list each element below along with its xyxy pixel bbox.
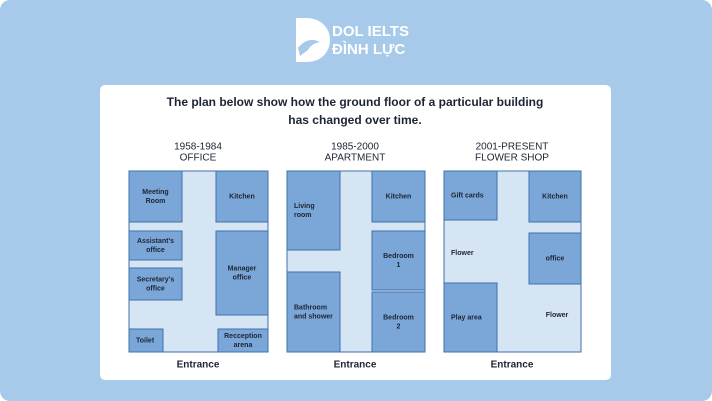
room-label: Manager office bbox=[228, 265, 257, 281]
room bbox=[286, 271, 341, 353]
room-label-line: Bathroom bbox=[294, 304, 327, 311]
entrance-label: Entrance bbox=[177, 360, 220, 371]
room bbox=[443, 282, 498, 353]
plan-name: OFFICE bbox=[180, 153, 217, 164]
room-label-line: office bbox=[546, 255, 565, 262]
title-line: has changed over time. bbox=[288, 113, 421, 127]
logo-line2: ĐÌNH LỰC bbox=[332, 41, 405, 58]
room-label-line: office bbox=[146, 247, 165, 254]
room-label-line: 1 bbox=[397, 262, 401, 269]
room bbox=[528, 232, 582, 285]
room-label: Play area bbox=[451, 314, 482, 321]
room-label-line: Bedroom bbox=[383, 253, 414, 260]
room bbox=[371, 230, 426, 291]
room-label-line: Room bbox=[146, 198, 166, 205]
room-label-line: Toilet bbox=[136, 337, 155, 344]
room bbox=[215, 230, 269, 316]
room bbox=[286, 170, 341, 251]
room-label: Kitchen bbox=[229, 193, 255, 200]
room-label-line: office bbox=[146, 285, 165, 292]
room-label: Kitchen bbox=[542, 193, 568, 200]
room bbox=[371, 170, 426, 223]
room-label-line: Meeting bbox=[142, 189, 168, 196]
room-label: Living room bbox=[294, 203, 315, 219]
room-label-line: and shower bbox=[294, 313, 333, 320]
room bbox=[128, 170, 183, 223]
title-line: The plan below show how the ground floor… bbox=[167, 95, 544, 109]
room-label-line: Secretary's bbox=[137, 276, 175, 283]
area-label: Flower bbox=[451, 250, 474, 257]
room-label: Secretary's office bbox=[137, 276, 175, 292]
room-label: office bbox=[546, 255, 565, 262]
room-label: Recception arena bbox=[224, 333, 262, 349]
room-label: Bedroom 2 bbox=[383, 314, 414, 330]
room-label: Kitchen bbox=[386, 193, 412, 200]
room-label: Bathroom and shower bbox=[294, 304, 333, 320]
plan-name: APARTMENT bbox=[325, 153, 386, 164]
plan-period: 2001-PRESENT bbox=[476, 142, 549, 153]
room bbox=[528, 170, 582, 223]
room-label: Toilet bbox=[136, 337, 155, 344]
logo-line1: DOL IELTS bbox=[332, 23, 409, 40]
room-label-line: Kitchen bbox=[229, 193, 255, 200]
room-label: Meeting Room bbox=[142, 189, 168, 205]
room-label-line: 2 bbox=[397, 323, 401, 330]
room-label-line: Gift cards bbox=[451, 192, 484, 199]
room bbox=[128, 230, 183, 261]
room-label: Gift cards bbox=[451, 192, 484, 199]
room bbox=[217, 328, 269, 353]
room-label-line: Kitchen bbox=[386, 193, 412, 200]
room-label-line: Recception bbox=[224, 333, 262, 340]
room bbox=[128, 267, 183, 301]
room-label-line: arena bbox=[234, 342, 253, 349]
room-label-line: Play area bbox=[451, 314, 482, 321]
room bbox=[443, 170, 498, 221]
area-label: Flower bbox=[546, 312, 569, 319]
logo-icon bbox=[296, 18, 330, 62]
entrance-label: Entrance bbox=[334, 360, 377, 371]
room-label-line: Living bbox=[294, 203, 315, 210]
room-label-line: Manager bbox=[228, 265, 257, 272]
plan-name: FLOWER SHOP bbox=[475, 153, 549, 164]
plan-period: 1958-1984 bbox=[174, 142, 222, 153]
room-label: Bedroom 1 bbox=[383, 253, 414, 269]
room-label-line: Assistant's bbox=[137, 238, 174, 245]
room-label-line: Bedroom bbox=[383, 314, 414, 321]
plan-period: 1985-2000 bbox=[331, 142, 379, 153]
area-label-line: Flower bbox=[451, 250, 474, 257]
room bbox=[215, 170, 269, 223]
room bbox=[128, 328, 164, 353]
entrance-label: Entrance bbox=[491, 360, 534, 371]
room-label: Assistant's office bbox=[137, 238, 174, 254]
room-label-line: Kitchen bbox=[542, 193, 568, 200]
room bbox=[371, 291, 426, 353]
area-label-line: Flower bbox=[546, 312, 569, 319]
room-label-line: office bbox=[233, 274, 252, 281]
room-label-line: room bbox=[294, 212, 312, 219]
